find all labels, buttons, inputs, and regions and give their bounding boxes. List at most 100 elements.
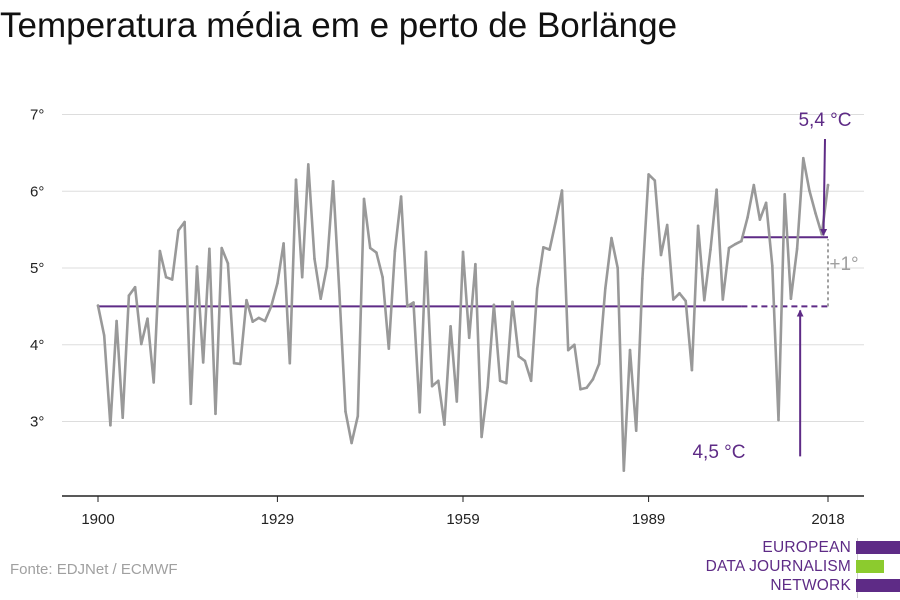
data-point-1972: [542, 246, 545, 249]
data-point-2018: [826, 183, 830, 187]
x-tick-label-1989: 1989: [632, 511, 665, 528]
data-point-1909: [152, 381, 155, 384]
data-point-1981: [597, 362, 601, 366]
data-point-1959: [461, 250, 465, 254]
data-point-1976: [566, 348, 570, 352]
data-point-1983: [610, 236, 613, 240]
data-point-1978: [579, 388, 582, 391]
data-point-1953: [424, 250, 428, 254]
data-point-1937: [325, 265, 329, 268]
data-point-1982: [604, 287, 607, 291]
data-point-1979: [585, 386, 588, 390]
data-point-2005: [746, 216, 749, 219]
data-point-1930: [282, 242, 285, 245]
data-point-1964: [492, 303, 496, 307]
data-point-1945: [375, 251, 378, 254]
data-point-2016: [814, 212, 817, 215]
data-point-1991: [659, 253, 663, 257]
data-point-1996: [690, 368, 694, 372]
data-point-2013: [795, 247, 799, 251]
recent-arrow: [820, 138, 828, 236]
data-point-1900: [96, 304, 100, 307]
data-point-1944: [368, 246, 372, 250]
data-point-1939: [338, 289, 341, 293]
data-point-1948: [393, 249, 397, 253]
data-point-1921: [226, 262, 230, 265]
axis-layer: 3° 4° 5° 6° 7° 1900 1929 1959 1989 2018: [30, 107, 864, 528]
data-point-1993: [672, 298, 675, 301]
x-tick-label-1900: 1900: [81, 511, 114, 528]
data-point-1997: [696, 224, 700, 228]
source-note: Fonte: EDJNet / ECMWF: [10, 561, 178, 578]
data-point-2012: [789, 297, 793, 301]
data-point-1977: [573, 343, 576, 347]
data-point-1906: [133, 285, 137, 289]
data-point-1932: [294, 178, 298, 181]
y-tick-label-5: 5°: [30, 260, 44, 277]
data-point-1973: [548, 248, 551, 251]
data-point-1970: [529, 379, 533, 383]
logo-bar-purple-bottom: [856, 579, 900, 592]
data-point-1952: [418, 411, 422, 414]
data-point-1962: [480, 435, 483, 439]
data-point-2001: [721, 298, 725, 301]
data-point-1913: [177, 229, 180, 232]
data-point-2000: [715, 188, 718, 191]
logo-line-1: EUROPEAN: [762, 539, 851, 556]
data-point-1917: [201, 361, 205, 364]
baseline-value-label: 4,5 °C: [692, 442, 745, 463]
y-tick-label-4: 4°: [30, 337, 44, 354]
data-point-1920: [220, 246, 223, 250]
data-point-1916: [195, 265, 199, 268]
x-tick-label-1929: 1929: [261, 511, 294, 528]
chart-title: Temperatura média em e perto de Borlänge: [0, 6, 678, 45]
data-point-1927: [263, 319, 267, 323]
delta-label: +1°: [829, 254, 858, 275]
data-point-1961: [474, 262, 477, 266]
data-point-1908: [146, 317, 149, 321]
logo-bar-green: [856, 560, 884, 573]
data-point-1914: [183, 220, 186, 224]
logo-line-2: DATA JOURNALISM: [705, 558, 851, 575]
data-point-1992: [665, 223, 669, 227]
data-point-1922: [232, 361, 236, 365]
data-point-1986: [628, 348, 632, 352]
data-point-1947: [387, 347, 391, 350]
data-point-2008: [764, 201, 768, 205]
data-point-1929: [276, 282, 279, 285]
data-point-1990: [653, 179, 657, 182]
data-point-1999: [709, 248, 712, 251]
y-tick-label-6: 6°: [30, 183, 44, 200]
data-point-1965: [498, 379, 502, 383]
data-point-2004: [740, 239, 743, 243]
data-point-2010: [777, 418, 780, 422]
data-point-1926: [257, 316, 261, 320]
data-point-1924: [245, 298, 248, 302]
data-point-1987: [634, 429, 638, 433]
data-point-1904: [121, 416, 124, 420]
data-point-2006: [752, 183, 756, 187]
data-point-1984: [616, 266, 619, 270]
series-line: [96, 156, 830, 472]
data-point-1950: [406, 305, 409, 308]
data-point-1989: [647, 173, 650, 176]
data-point-1925: [251, 320, 254, 324]
data-point-1902: [109, 424, 112, 427]
data-point-1910: [158, 249, 162, 253]
data-point-1941: [350, 441, 353, 445]
data-point-1928: [269, 305, 273, 308]
data-point-1967: [511, 300, 514, 304]
edjnet-logo[interactable]: EUROPEAN DATA JOURNALISM NETWORK: [700, 538, 900, 598]
data-point-1940: [344, 410, 347, 413]
data-point-1994: [678, 292, 681, 295]
logo-line-3: NETWORK: [770, 577, 851, 594]
data-point-1968: [517, 355, 520, 358]
data-point-2015: [808, 189, 811, 192]
logo-bar-purple-top: [856, 541, 900, 554]
data-point-2014: [802, 156, 805, 160]
data-point-1936: [319, 297, 323, 301]
data-point-1963: [486, 385, 490, 389]
data-point-1919: [214, 412, 217, 416]
data-point-1955: [437, 379, 440, 383]
